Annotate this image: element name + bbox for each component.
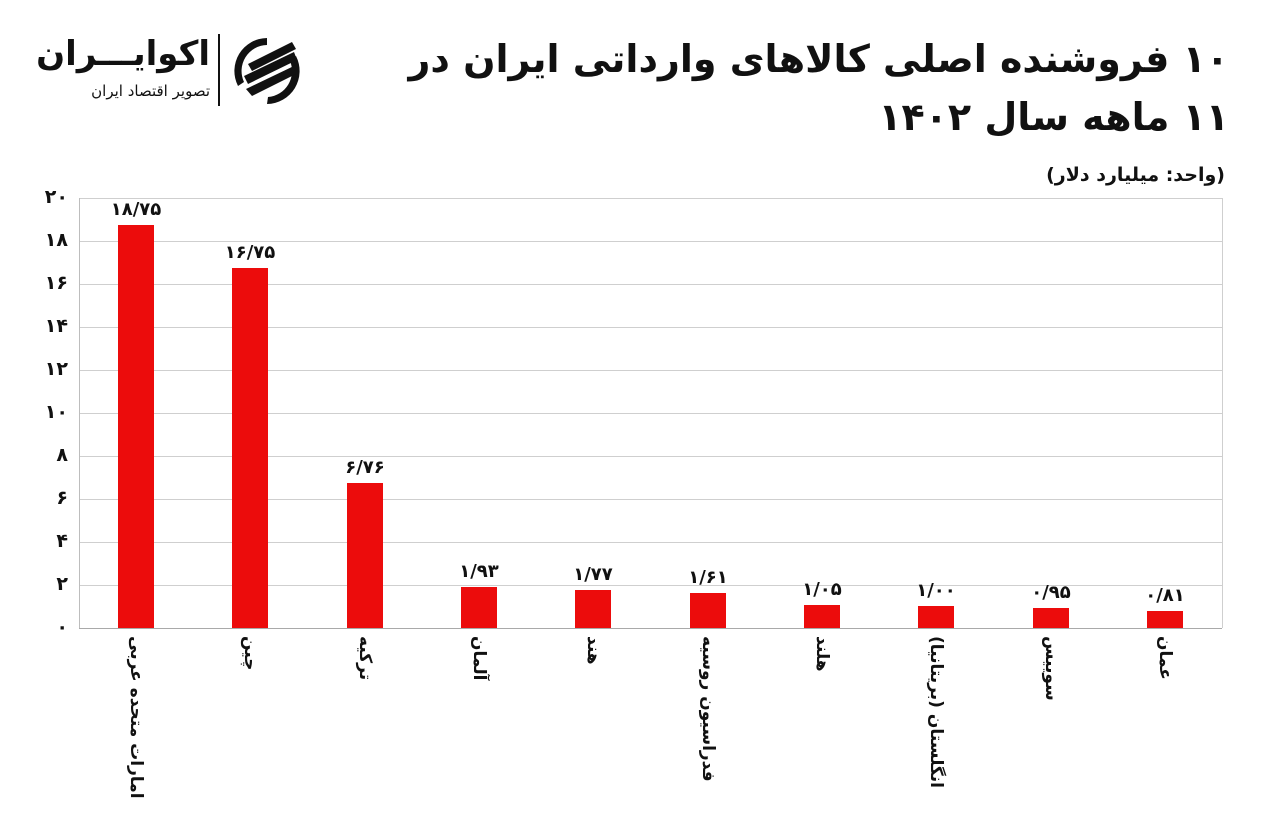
gridline	[79, 542, 1222, 543]
bar-value-label: ۱/۷۷	[573, 564, 613, 585]
y-tick-label: ۸	[56, 444, 68, 466]
bar-value-label: ۱۸/۷۵	[110, 199, 162, 220]
x-category-label: چین	[240, 636, 260, 671]
gridline	[79, 413, 1222, 414]
bar-value-label: ۱/۹۳	[459, 561, 499, 582]
x-category-label: فدراسیون روسیه	[698, 636, 718, 782]
gridline	[79, 284, 1222, 285]
gridline	[79, 327, 1222, 328]
x-category-label: آلمان	[469, 636, 489, 681]
unit-label: (واحد: میلیارد دلار)	[1046, 164, 1225, 186]
x-category-label: سوییس	[1041, 636, 1061, 701]
y-tick-label: ۱۸	[44, 229, 68, 251]
bar[interactable]	[804, 605, 840, 628]
y-tick-label: ۱۰	[44, 401, 68, 423]
chart-title: ۱۰ فروشنده اصلی کالاهای وارداتی ایران در…	[408, 37, 1229, 139]
gridline	[79, 456, 1222, 457]
x-category-label: عمان	[1155, 636, 1175, 680]
bar-value-label: ۰/۸۱	[1145, 585, 1185, 606]
bar-value-label: ۱/۶۱	[688, 567, 728, 588]
gridline	[79, 241, 1222, 242]
gridline	[79, 499, 1222, 500]
bar[interactable]	[690, 593, 726, 628]
logo-tagline: تصویر اقتصاد ایران	[91, 82, 210, 100]
bar-value-label: ۶/۷۶	[345, 457, 385, 478]
bar-value-label: ۱/۰۵	[802, 579, 842, 600]
gridline	[79, 370, 1222, 371]
bar[interactable]	[347, 483, 383, 628]
y-tick-label: ۶	[56, 487, 68, 509]
bar-value-label: ۰/۹۵	[1031, 582, 1071, 603]
logo-divider	[218, 34, 220, 106]
x-category-label: انگلستان (بریتانیا)	[926, 636, 946, 788]
bar-value-label: ۱/۰۰	[916, 580, 956, 601]
x-category-label: ترکیه	[355, 636, 375, 681]
y-tick-label: ۴	[56, 530, 68, 552]
logo-name: اکوایـــران	[36, 34, 210, 74]
y-tick-label: ۱۴	[44, 315, 68, 337]
y-tick-label: ۲	[56, 573, 68, 595]
y-tick-label: ۱۲	[44, 358, 68, 380]
y-axis	[79, 198, 80, 628]
bar[interactable]	[1147, 611, 1183, 628]
bar[interactable]	[461, 587, 497, 628]
bar[interactable]	[1033, 608, 1069, 628]
x-category-label: هند	[583, 636, 603, 665]
y-tick-label: ۱۶	[44, 272, 68, 294]
x-category-label: امارات متحده عربی	[126, 636, 146, 799]
x-axis	[79, 628, 1222, 629]
bar[interactable]	[118, 225, 154, 628]
gridline	[79, 198, 1222, 199]
bar[interactable]	[575, 590, 611, 628]
bar[interactable]	[918, 606, 954, 628]
bar-value-label: ۱۶/۷۵	[224, 242, 276, 263]
gridline	[79, 585, 1222, 586]
y-tick-label: ۰	[56, 616, 68, 638]
logo-mark-icon	[234, 38, 300, 104]
bar[interactable]	[232, 268, 268, 628]
plot-border-right	[1222, 198, 1223, 628]
x-category-label: هلند	[812, 636, 832, 672]
ecoiran-logo: اکوایـــران تصویر اقتصاد ایران	[36, 32, 310, 108]
y-tick-label: ۲۰	[44, 186, 68, 208]
